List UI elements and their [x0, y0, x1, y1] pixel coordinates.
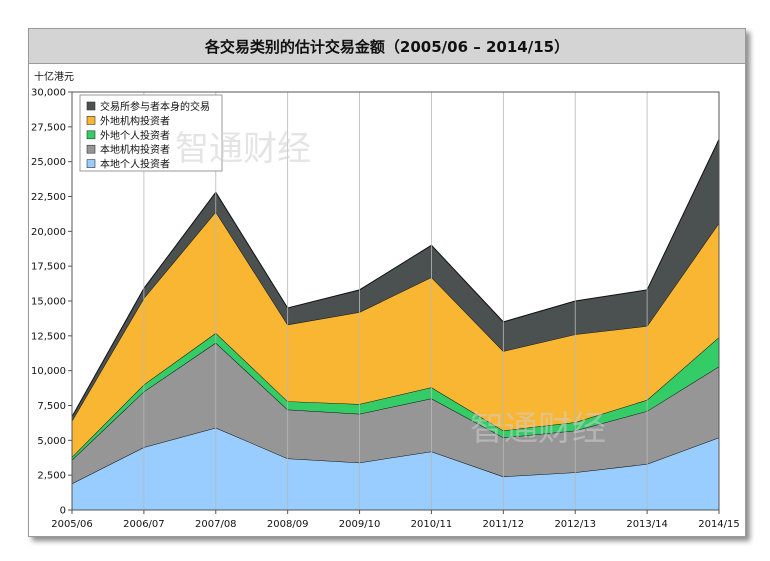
y-tick-label: 7,500 [37, 401, 66, 412]
legend-swatch [86, 159, 96, 168]
area-series-0 [72, 427, 719, 510]
legend-label: 交易所参与者本身的交易 [100, 100, 210, 113]
area-series-4 [72, 139, 719, 421]
y-tick-label: 22,500 [31, 192, 66, 203]
y-tick-label: 30,000 [31, 88, 66, 99]
area-series-edge-4 [71, 139, 720, 417]
chart-title: 各交易类别的估计交易金额（2005/06 – 2014/15） [29, 29, 745, 64]
x-tick-label: 2007/08 [195, 519, 237, 530]
y-tick-label: 5,000 [37, 436, 66, 447]
y-tick-label: 20,000 [31, 227, 66, 238]
y-axis-label: 十亿港元 [34, 70, 74, 83]
legend-box [79, 94, 223, 172]
y-tick-label: 0 [60, 506, 66, 517]
legend-label: 外地个人投资者 [100, 129, 170, 142]
x-tick-label: 2012/13 [554, 519, 596, 530]
legend-label: 本地个人投资者 [100, 158, 170, 171]
watermark-bottom: 智通财经 [470, 409, 606, 449]
legend-swatch [86, 144, 96, 154]
y-tick-label: 10,000 [31, 366, 66, 377]
x-tick-label: 2009/10 [339, 519, 381, 530]
legend-label: 本地机构投资者 [100, 143, 170, 156]
legend-swatch [86, 101, 96, 111]
area-series-1 [72, 342, 719, 484]
legend-swatch [86, 130, 96, 140]
area-series-3 [72, 211, 719, 458]
y-tick-label: 25,000 [31, 157, 66, 168]
x-tick-label: 2010/11 [411, 519, 453, 530]
x-tick-label: 2005/06 [51, 519, 93, 530]
legend-swatch [86, 116, 96, 125]
x-tick-label: 2008/09 [267, 519, 309, 530]
x-tick-label: 2006/07 [123, 519, 165, 530]
y-tick-label: 17,500 [31, 262, 66, 273]
y-tick-label: 15,000 [31, 297, 66, 308]
legend-label: 外地机构投资者 [100, 114, 170, 127]
watermark-group: 智通财经 智通财经 [175, 129, 606, 449]
area-series-edge-2 [71, 332, 720, 458]
y-tick-label: 27,500 [31, 122, 66, 133]
x-tick-label: 2011/12 [483, 519, 525, 530]
area-series-2 [72, 333, 719, 460]
x-tick-label: 2013/14 [626, 519, 668, 530]
y-tick-label: 2,500 [37, 471, 66, 482]
x-tick-label: 2014/15 [698, 519, 740, 530]
watermark-top: 智通财经 [175, 129, 311, 169]
y-tick-label: 12,500 [31, 331, 66, 342]
